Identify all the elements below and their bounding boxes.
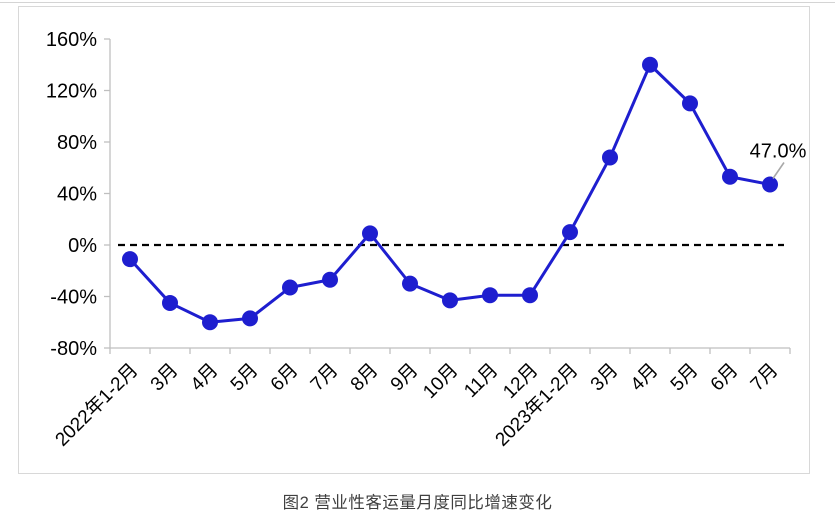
x-tick-label: 7月 <box>307 360 343 396</box>
x-tick-label: 3月 <box>147 360 183 396</box>
x-tick-label: 3月 <box>587 360 623 396</box>
x-tick-label: 6月 <box>267 360 303 396</box>
annotation-leader-line <box>772 162 785 179</box>
data-line <box>128 63 771 324</box>
y-tick-label: 40% <box>57 184 97 206</box>
x-tick-label: 7月 <box>747 360 783 396</box>
x-tick-label: 4月 <box>187 360 223 396</box>
data-point <box>402 275 418 292</box>
y-tick-label: -40% <box>50 287 97 309</box>
data-label: 47.0% <box>750 140 807 162</box>
data-point <box>602 149 618 166</box>
data-point <box>162 294 178 311</box>
data-point <box>442 292 458 309</box>
data-point <box>722 168 738 185</box>
data-point <box>562 224 578 241</box>
data-point <box>682 95 698 112</box>
y-tick-label: 160% <box>46 29 97 51</box>
x-tick-label: 5月 <box>667 360 703 396</box>
x-tick-label: 8月 <box>347 360 383 396</box>
y-tick-label: 120% <box>46 81 97 103</box>
x-tick-label: 5月 <box>227 360 263 396</box>
x-tick-label: 11月 <box>460 360 502 402</box>
x-tick-label: 10月 <box>419 360 462 403</box>
data-point <box>122 251 138 268</box>
data-point <box>482 287 498 304</box>
data-point <box>282 279 298 296</box>
data-point <box>362 225 378 242</box>
data-point <box>642 56 658 73</box>
x-tick-label: 2022年1-2月 <box>51 359 143 451</box>
x-tick-label: 9月 <box>387 360 423 396</box>
y-tick-label: -80% <box>50 338 97 360</box>
chart-frame <box>18 6 810 474</box>
x-tick-label: 4月 <box>627 360 663 396</box>
data-point <box>322 271 338 288</box>
chart-caption: 图2 营业性客运量月度同比增速变化 <box>282 494 553 512</box>
data-point <box>762 176 778 193</box>
data-point <box>522 287 538 304</box>
y-tick-label: 0% <box>68 235 97 257</box>
top-divider <box>0 2 835 3</box>
y-tick-label: 80% <box>57 132 97 154</box>
data-point <box>242 310 258 327</box>
data-point <box>202 314 218 331</box>
x-tick-label: 6月 <box>707 360 743 396</box>
